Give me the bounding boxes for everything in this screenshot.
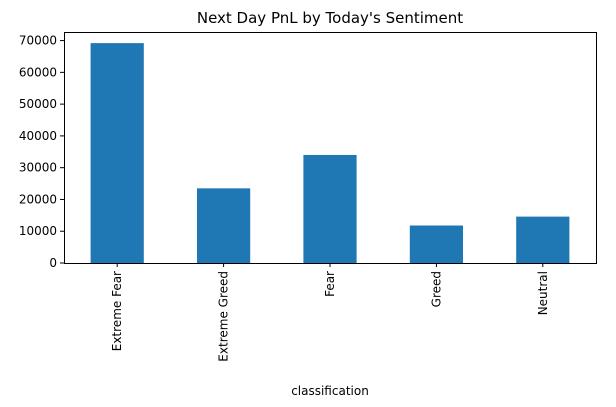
bar <box>516 216 570 263</box>
x-tick-label: Neutral <box>536 271 550 315</box>
x-tick-label: Extreme Fear <box>110 271 124 351</box>
bar <box>197 188 251 263</box>
x-tick-label: Extreme Greed <box>217 271 231 362</box>
bars <box>90 43 570 263</box>
y-tick-label: 20000 <box>19 192 57 206</box>
y-tick-label: 30000 <box>19 161 57 175</box>
plot-frame <box>64 32 597 264</box>
y-tick-label: 10000 <box>19 224 57 238</box>
x-tick-label: Fear <box>323 271 337 297</box>
y-axis: 0 10000 20000 30000 40000 50000 60000 70000 <box>19 34 64 270</box>
bar <box>303 154 357 263</box>
bar <box>409 225 463 263</box>
x-tick-label: Greed <box>429 271 443 307</box>
y-tick-label: 50000 <box>19 97 57 111</box>
x-axis: Extreme Fear Extreme Greed Fear Greed Neutra… <box>110 263 550 362</box>
x-axis-label: classification <box>291 384 369 398</box>
y-tick-label: 70000 <box>19 34 57 48</box>
chart-title: Next Day PnL by Today's Sentiment <box>197 9 463 27</box>
y-tick-label: 0 <box>49 256 57 270</box>
y-tick-label: 60000 <box>19 65 57 79</box>
bar <box>90 43 144 263</box>
y-tick-label: 40000 <box>19 129 57 143</box>
